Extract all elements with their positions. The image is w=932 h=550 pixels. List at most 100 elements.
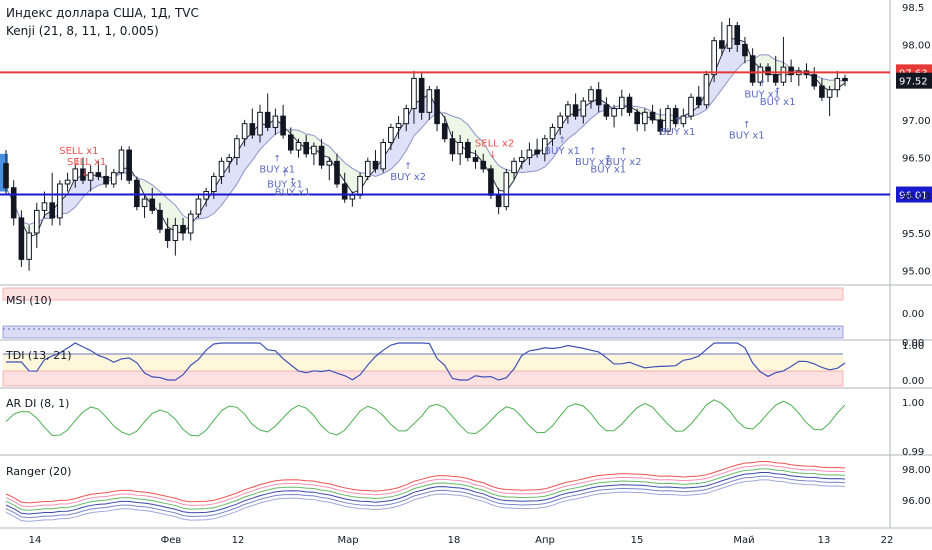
tdi-band-low [2, 370, 844, 387]
cloud-segment [529, 153, 538, 172]
candle-body [326, 160, 333, 166]
candle-body [742, 43, 748, 57]
candle-body [472, 157, 479, 162]
indicator-label: Kenji (21, 8, 11, 1, 0.005) [6, 24, 159, 38]
price-tick: 96.00 [902, 191, 931, 202]
candle-body [434, 89, 440, 125]
candle-body [488, 168, 494, 196]
candle-body [157, 209, 163, 230]
signal-arrow: ↑ [273, 155, 281, 165]
candle-body [172, 224, 179, 242]
candle-body [441, 123, 448, 140]
candle-body [572, 104, 579, 117]
time-tick: 13 [818, 535, 831, 546]
panel-tick: 0.99 [902, 447, 924, 458]
candle-body [711, 40, 717, 76]
candle-body [834, 77, 841, 91]
candle-body [26, 232, 32, 260]
candle-body [364, 160, 371, 177]
candle-body [626, 96, 633, 113]
kenji-cloud [0, 37, 846, 238]
panel-tick: 0.00 [902, 338, 924, 349]
ranger-line [5, 460, 846, 504]
candle-body [634, 111, 640, 125]
candle-body [465, 142, 471, 159]
cloud-segment [452, 116, 461, 146]
price-tick: 95.00 [902, 267, 931, 278]
cloud-segment [567, 112, 576, 139]
candles [3, 18, 848, 271]
cloud-segment [398, 119, 407, 162]
price-axis: 98.5 98.00 97.00 96.50 96.00 95.50 95.00 [902, 3, 931, 278]
signal-label: BUY x1 [544, 146, 580, 157]
candle-body [611, 108, 617, 117]
candle-body [534, 149, 540, 155]
time-tick: 22 [881, 535, 894, 546]
candle-body [49, 202, 55, 219]
candle-body [180, 224, 186, 234]
signal-label: SELL x2 [475, 138, 514, 149]
price-tick: 97.00 [902, 116, 931, 127]
candle-body [95, 172, 102, 177]
candle-body [526, 149, 533, 159]
time-tick: 12 [232, 535, 245, 546]
candle-body [234, 138, 240, 159]
candle-body [603, 104, 610, 117]
candle-body [303, 142, 310, 155]
signal-arrow: ↑ [620, 147, 628, 157]
candle-body [757, 66, 764, 83]
candle-body [18, 217, 25, 260]
signal-arrow: ↑ [743, 121, 751, 131]
tdi-line [6, 342, 846, 381]
candle-body [341, 183, 348, 200]
cloud-segment [206, 189, 214, 218]
cloud-segment [714, 54, 722, 100]
candle-body [788, 66, 794, 76]
time-tick: Апр [535, 535, 555, 546]
signal-arrow: ↑ [674, 117, 682, 127]
candle-body [588, 89, 594, 102]
candle-body [272, 115, 279, 128]
candle-body [80, 168, 86, 181]
ranger-line [5, 468, 846, 511]
signal-arrow: ↓ [81, 169, 89, 179]
candle-body [334, 160, 340, 185]
panel-name: MSI (10) [6, 294, 52, 307]
cloud-segment [552, 127, 561, 159]
candle-body [64, 179, 71, 185]
cloud-segment [490, 155, 499, 191]
price-tick: 95.50 [902, 229, 931, 240]
time-tick: Фев [161, 535, 182, 546]
cloud-segment [159, 191, 168, 227]
time-tick: 14 [29, 535, 42, 546]
candle-body [110, 172, 117, 185]
ardi-line [5, 399, 846, 437]
candle-body [418, 77, 425, 113]
signal-label: BUY x1 [590, 165, 626, 176]
signal-arrow: ↑ [604, 155, 612, 165]
trade-signals: SELL x1↓SELL x1↓ BUY x1↑BUY x1↑BUY x1↑ BUY… [59, 79, 795, 198]
signal-label: BUY x2 [390, 172, 426, 183]
level-tag [896, 186, 932, 203]
candle-body [318, 145, 325, 166]
cloud-segment [229, 152, 237, 195]
candle-body [649, 111, 656, 121]
last-price-label: 97.52 [899, 77, 928, 88]
candle-body [395, 123, 402, 128]
level-label: 96.01 [899, 191, 928, 202]
candle-body [87, 172, 94, 181]
signal-label: BUY x1 [729, 131, 765, 142]
signal-label: BUY x1 [660, 127, 696, 138]
candle-body [819, 85, 825, 98]
panel-tick: 0.00 [902, 376, 924, 387]
candle-body [280, 115, 286, 136]
signal-arrow: ↓ [73, 158, 81, 168]
signal-label: BUY x1 [575, 157, 611, 168]
candle-body [241, 123, 248, 140]
time-tick: 18 [448, 535, 461, 546]
candle-body [264, 111, 271, 128]
signal-arrow: ↑ [404, 162, 412, 172]
cloud-segment [290, 129, 299, 143]
